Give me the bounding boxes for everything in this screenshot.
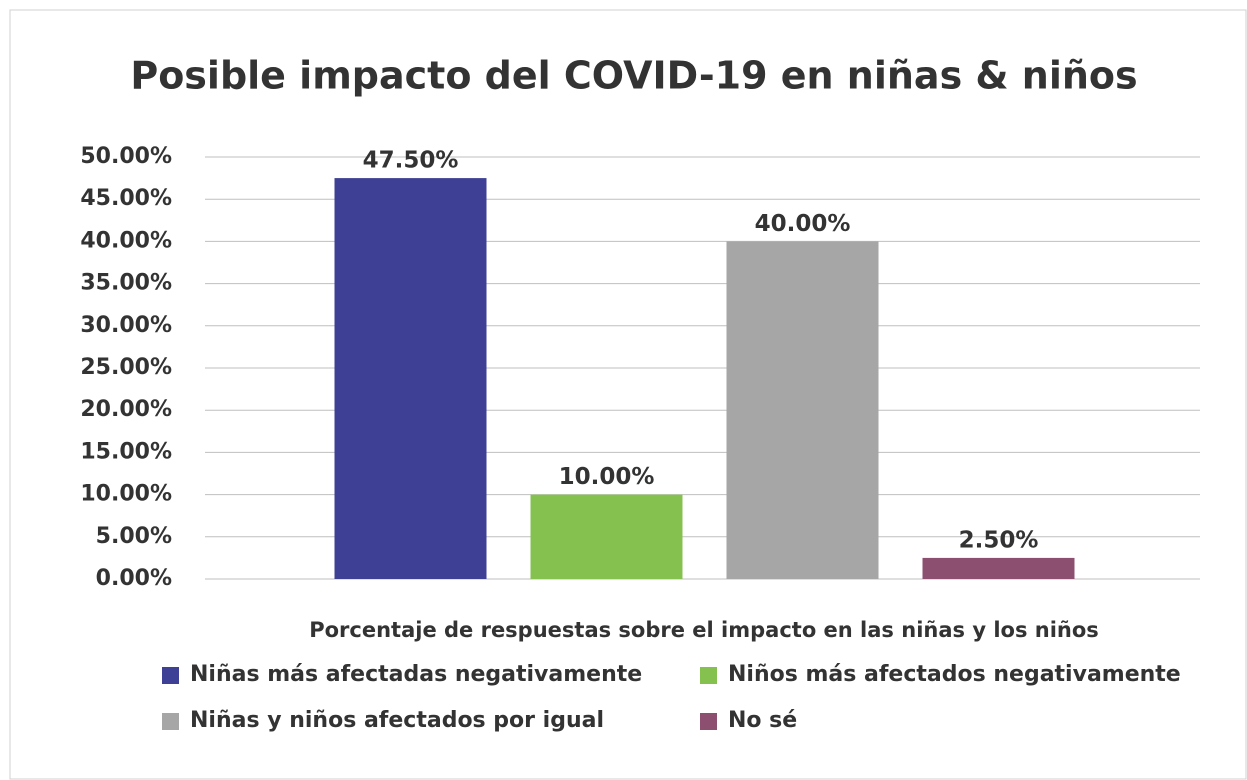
legend-label: No sé: [728, 708, 797, 733]
bar: [334, 178, 487, 579]
y-tick-label: 5.00%: [96, 524, 172, 549]
legend-label: Niñas más afectadas negativamente: [190, 662, 642, 687]
y-tick-label: 40.00%: [80, 228, 172, 253]
legend-swatch: [700, 713, 717, 730]
bar: [726, 241, 879, 579]
bar: [922, 557, 1075, 579]
chart-border: [9, 9, 1247, 780]
legend-label: Niñas y niños afectados por igual: [190, 708, 604, 733]
y-tick-label: 20.00%: [80, 397, 172, 422]
y-tick-label: 10.00%: [80, 482, 172, 507]
y-tick-label: 35.00%: [80, 271, 172, 296]
legend-label: Niños más afectados negativamente: [728, 662, 1181, 687]
data-label: 47.50%: [363, 148, 459, 174]
y-tick-label: 25.00%: [80, 355, 172, 380]
bar: [530, 494, 683, 579]
data-label: 40.00%: [755, 211, 851, 237]
y-tick-label: 50.00%: [80, 144, 172, 169]
y-tick-label: 45.00%: [80, 186, 172, 211]
legend-swatch: [162, 713, 179, 730]
y-tick-label: 30.00%: [80, 313, 172, 338]
x-axis-label: Porcentaje de respuestas sobre el impact…: [309, 618, 1099, 642]
legend-swatch: [162, 667, 179, 684]
data-label: 2.50%: [959, 527, 1039, 553]
data-label: 10.00%: [559, 464, 655, 490]
legend-swatch: [700, 667, 717, 684]
y-tick-label: 15.00%: [80, 439, 172, 464]
chart-title: Posible impacto del COVID-19 en niñas & …: [130, 54, 1137, 98]
y-tick-label: 0.00%: [96, 566, 172, 591]
